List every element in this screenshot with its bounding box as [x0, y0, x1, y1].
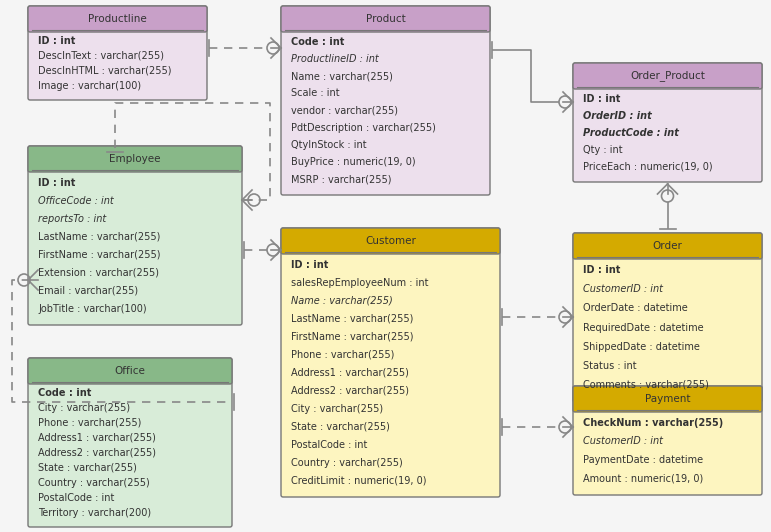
- Text: Country : varchar(255): Country : varchar(255): [291, 458, 402, 468]
- Text: PriceEach : numeric(19, 0): PriceEach : numeric(19, 0): [583, 162, 712, 171]
- Text: DescInHTML : varchar(255): DescInHTML : varchar(255): [38, 66, 171, 76]
- FancyBboxPatch shape: [573, 63, 762, 182]
- Text: Order_Product: Order_Product: [630, 71, 705, 81]
- Text: Image : varchar(100): Image : varchar(100): [38, 81, 141, 91]
- Text: reportsTo : int: reportsTo : int: [38, 214, 106, 223]
- FancyBboxPatch shape: [281, 6, 490, 195]
- FancyBboxPatch shape: [28, 358, 232, 527]
- Text: Extension : varchar(255): Extension : varchar(255): [38, 268, 159, 278]
- Text: CustomerID : int: CustomerID : int: [583, 436, 663, 446]
- FancyBboxPatch shape: [281, 6, 490, 32]
- Text: vendor : varchar(255): vendor : varchar(255): [291, 106, 398, 115]
- Text: Territory : varchar(200): Territory : varchar(200): [38, 508, 151, 518]
- Text: Payment: Payment: [645, 394, 690, 404]
- FancyBboxPatch shape: [573, 63, 762, 89]
- Text: Address1 : varchar(255): Address1 : varchar(255): [38, 433, 156, 443]
- Text: FirstName : varchar(255): FirstName : varchar(255): [291, 331, 413, 342]
- Text: ID : int: ID : int: [38, 36, 76, 46]
- Text: Code : int: Code : int: [38, 387, 92, 397]
- FancyBboxPatch shape: [28, 6, 207, 100]
- Text: CustomerID : int: CustomerID : int: [583, 285, 663, 294]
- FancyBboxPatch shape: [28, 358, 232, 384]
- Text: RequiredDate : datetime: RequiredDate : datetime: [583, 322, 704, 332]
- Text: City : varchar(255): City : varchar(255): [38, 403, 130, 413]
- Text: ProductCode : int: ProductCode : int: [583, 128, 679, 138]
- Text: BuyPrice : numeric(19, 0): BuyPrice : numeric(19, 0): [291, 157, 416, 167]
- Text: LastName : varchar(255): LastName : varchar(255): [291, 313, 413, 323]
- Text: LastName : varchar(255): LastName : varchar(255): [38, 231, 160, 242]
- Text: FirstName : varchar(255): FirstName : varchar(255): [38, 250, 160, 260]
- Text: QtyInStock : int: QtyInStock : int: [291, 140, 367, 150]
- Text: State : varchar(255): State : varchar(255): [38, 463, 137, 473]
- FancyBboxPatch shape: [28, 6, 207, 32]
- Text: PostalCode : int: PostalCode : int: [38, 493, 114, 503]
- Text: Customer: Customer: [365, 236, 416, 246]
- Text: Order: Order: [652, 241, 682, 251]
- Text: Address1 : varchar(255): Address1 : varchar(255): [291, 368, 409, 378]
- Text: MSRP : varchar(255): MSRP : varchar(255): [291, 174, 392, 184]
- Text: Name : varchar(255): Name : varchar(255): [291, 296, 392, 305]
- FancyBboxPatch shape: [281, 228, 500, 254]
- Text: ShippedDate : datetime: ShippedDate : datetime: [583, 342, 700, 352]
- FancyBboxPatch shape: [573, 386, 762, 412]
- Text: Product: Product: [365, 14, 406, 24]
- FancyBboxPatch shape: [573, 386, 762, 495]
- Text: PaymentDate : datetime: PaymentDate : datetime: [583, 455, 703, 465]
- Text: State : varchar(255): State : varchar(255): [291, 421, 390, 431]
- Text: ID : int: ID : int: [583, 265, 621, 276]
- Text: Address2 : varchar(255): Address2 : varchar(255): [38, 448, 156, 458]
- Text: CreditLimit : numeric(19, 0): CreditLimit : numeric(19, 0): [291, 476, 426, 486]
- Text: OfficeCode : int: OfficeCode : int: [38, 196, 114, 205]
- Text: salesRepEmployeeNum : int: salesRepEmployeeNum : int: [291, 278, 429, 288]
- Text: ID : int: ID : int: [291, 260, 328, 270]
- Text: Office: Office: [115, 366, 146, 376]
- Text: Country : varchar(255): Country : varchar(255): [38, 478, 150, 488]
- Text: Email : varchar(255): Email : varchar(255): [38, 286, 138, 296]
- FancyBboxPatch shape: [28, 146, 242, 172]
- Text: PdtDescription : varchar(255): PdtDescription : varchar(255): [291, 123, 436, 133]
- Text: City : varchar(255): City : varchar(255): [291, 404, 383, 413]
- FancyBboxPatch shape: [28, 146, 242, 325]
- Text: Code : int: Code : int: [291, 37, 345, 47]
- Text: Phone : varchar(255): Phone : varchar(255): [38, 418, 141, 428]
- Text: Status : int: Status : int: [583, 361, 637, 371]
- Text: Qty : int: Qty : int: [583, 145, 623, 155]
- Text: Amount : numeric(19, 0): Amount : numeric(19, 0): [583, 473, 703, 483]
- Text: PostalCode : int: PostalCode : int: [291, 439, 367, 450]
- Text: Employee: Employee: [109, 154, 160, 164]
- Text: OrderID : int: OrderID : int: [583, 111, 651, 121]
- Text: Address2 : varchar(255): Address2 : varchar(255): [291, 386, 409, 396]
- Text: ID : int: ID : int: [583, 94, 621, 104]
- Text: ID : int: ID : int: [38, 178, 76, 188]
- Text: ProductlineID : int: ProductlineID : int: [291, 54, 379, 64]
- Text: CheckNum : varchar(255): CheckNum : varchar(255): [583, 418, 723, 428]
- FancyBboxPatch shape: [281, 228, 500, 497]
- Text: Phone : varchar(255): Phone : varchar(255): [291, 350, 395, 360]
- Text: OrderDate : datetime: OrderDate : datetime: [583, 303, 688, 313]
- Text: JobTitle : varchar(100): JobTitle : varchar(100): [38, 304, 146, 313]
- FancyBboxPatch shape: [573, 233, 762, 259]
- Text: Comments : varchar(255): Comments : varchar(255): [583, 380, 709, 390]
- Text: Productline: Productline: [88, 14, 146, 24]
- Text: DescInText : varchar(255): DescInText : varchar(255): [38, 51, 164, 61]
- Text: Scale : int: Scale : int: [291, 88, 339, 98]
- FancyBboxPatch shape: [573, 233, 762, 402]
- Text: Name : varchar(255): Name : varchar(255): [291, 71, 393, 81]
